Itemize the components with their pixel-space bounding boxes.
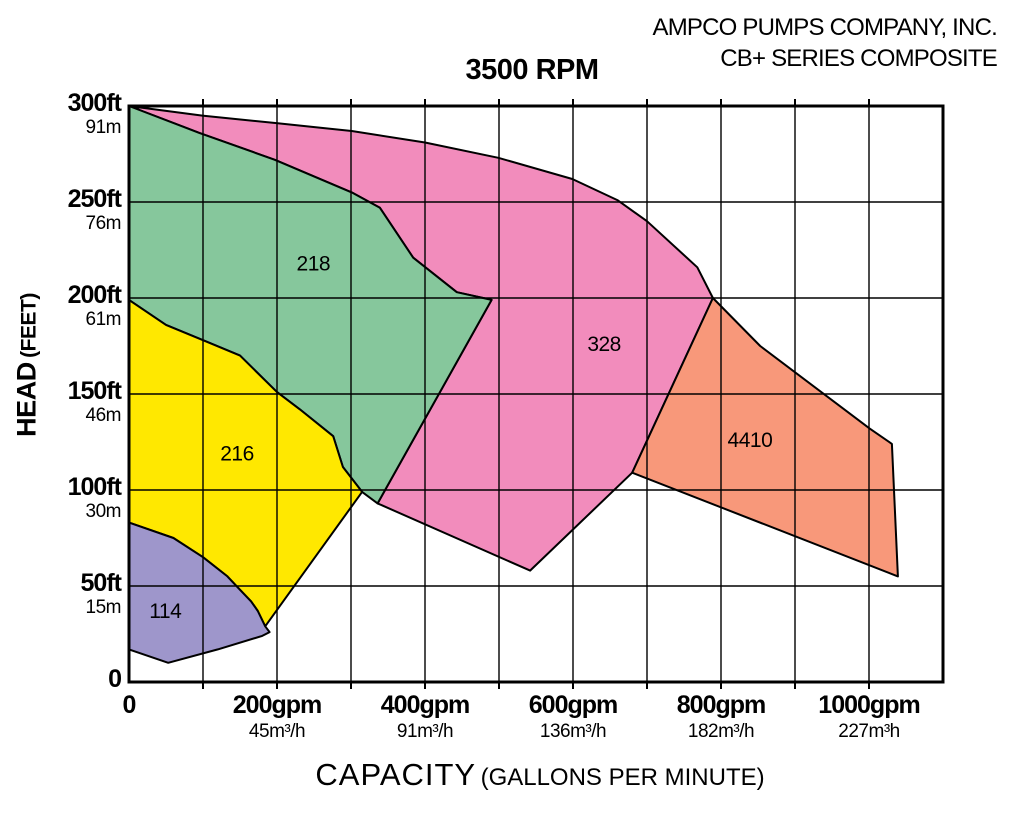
x-tick-metric-label: 91m³/h (396, 721, 454, 742)
x-tick-primary-label: 800gpm (676, 691, 766, 719)
x-tick-0gpm: 0 (122, 691, 137, 719)
region-label-328: 328 (587, 333, 621, 356)
y-tick-metric-label: 30m (85, 501, 122, 522)
region-label-216: 216 (220, 443, 254, 466)
y-tick-primary-label: 250ft (67, 185, 122, 213)
x-tick-primary-label: 0 (122, 691, 137, 719)
y-tick-0ft: 0 (0, 665, 122, 693)
x-tick-metric-label: 182m³/h (687, 721, 755, 742)
y-tick-metric-label: 91m (85, 117, 122, 138)
series-name: CB+ SERIES COMPOSITE (720, 45, 998, 72)
y-tick-metric-label: 46m (85, 405, 122, 426)
x-tick-primary-label: 200gpm (232, 691, 322, 719)
x-tick-metric-label: 45m³/h (248, 721, 306, 742)
y-tick-200ft: 200ft 61m (0, 281, 122, 331)
region-label-218: 218 (297, 252, 331, 275)
y-tick-300ft: 300ft 91m (0, 89, 122, 139)
y-tick-primary-label: 0 (108, 665, 122, 693)
x-tick-primary-label: 1000gpm (818, 691, 920, 719)
region-label-4410: 4410 (728, 429, 773, 452)
x-tick-200gpm: 200gpm 45m³/h (232, 691, 322, 743)
y-tick-primary-label: 50ft (80, 569, 122, 597)
region-label-114: 114 (149, 600, 182, 623)
y-tick-primary-label: 150ft (67, 377, 122, 405)
region-114 (128, 521, 271, 664)
chart-title: 3500 RPM (465, 54, 599, 86)
region-4410 (631, 297, 899, 578)
y-tick-100ft: 100ft 30m (0, 473, 122, 523)
x-tick-primary-label: 600gpm (528, 691, 618, 719)
company-header: AMPCO PUMPS COMPANY, INC. CB+ SERIES COM… (652, 12, 997, 74)
company-name: AMPCO PUMPS COMPANY, INC. (652, 14, 997, 41)
y-tick-150ft: 150ft 46m (0, 377, 122, 427)
y-tick-primary-label: 300ft (67, 89, 122, 117)
x-tick-800gpm: 800gpm 182m³/h (676, 691, 766, 743)
x-axis-title-main: CAPACITY (315, 757, 477, 792)
x-tick-1000gpm: 1000gpm 227m³h (818, 691, 920, 743)
y-tick-primary-label: 100ft (67, 473, 122, 501)
y-tick-250ft: 250ft 76m (0, 185, 122, 235)
x-tick-400gpm: 400gpm 91m³/h (380, 691, 470, 743)
y-tick-metric-label: 76m (85, 213, 122, 234)
x-tick-metric-label: 227m³h (838, 721, 900, 742)
y-tick-metric-label: 61m (85, 309, 122, 330)
y-tick-50ft: 50ft 15m (0, 569, 122, 619)
y-tick-metric-label: 15m (85, 597, 122, 618)
x-tick-primary-label: 400gpm (380, 691, 470, 719)
x-tick-600gpm: 600gpm 136m³/h (528, 691, 618, 743)
x-axis-title: CAPACITY (GALLONS PER MINUTE) (315, 757, 764, 793)
x-tick-metric-label: 136m³/h (539, 721, 607, 742)
plot-border (127, 104, 945, 684)
x-axis-title-sub: (GALLONS PER MINUTE) (480, 764, 765, 791)
y-tick-primary-label: 200ft (67, 281, 122, 309)
